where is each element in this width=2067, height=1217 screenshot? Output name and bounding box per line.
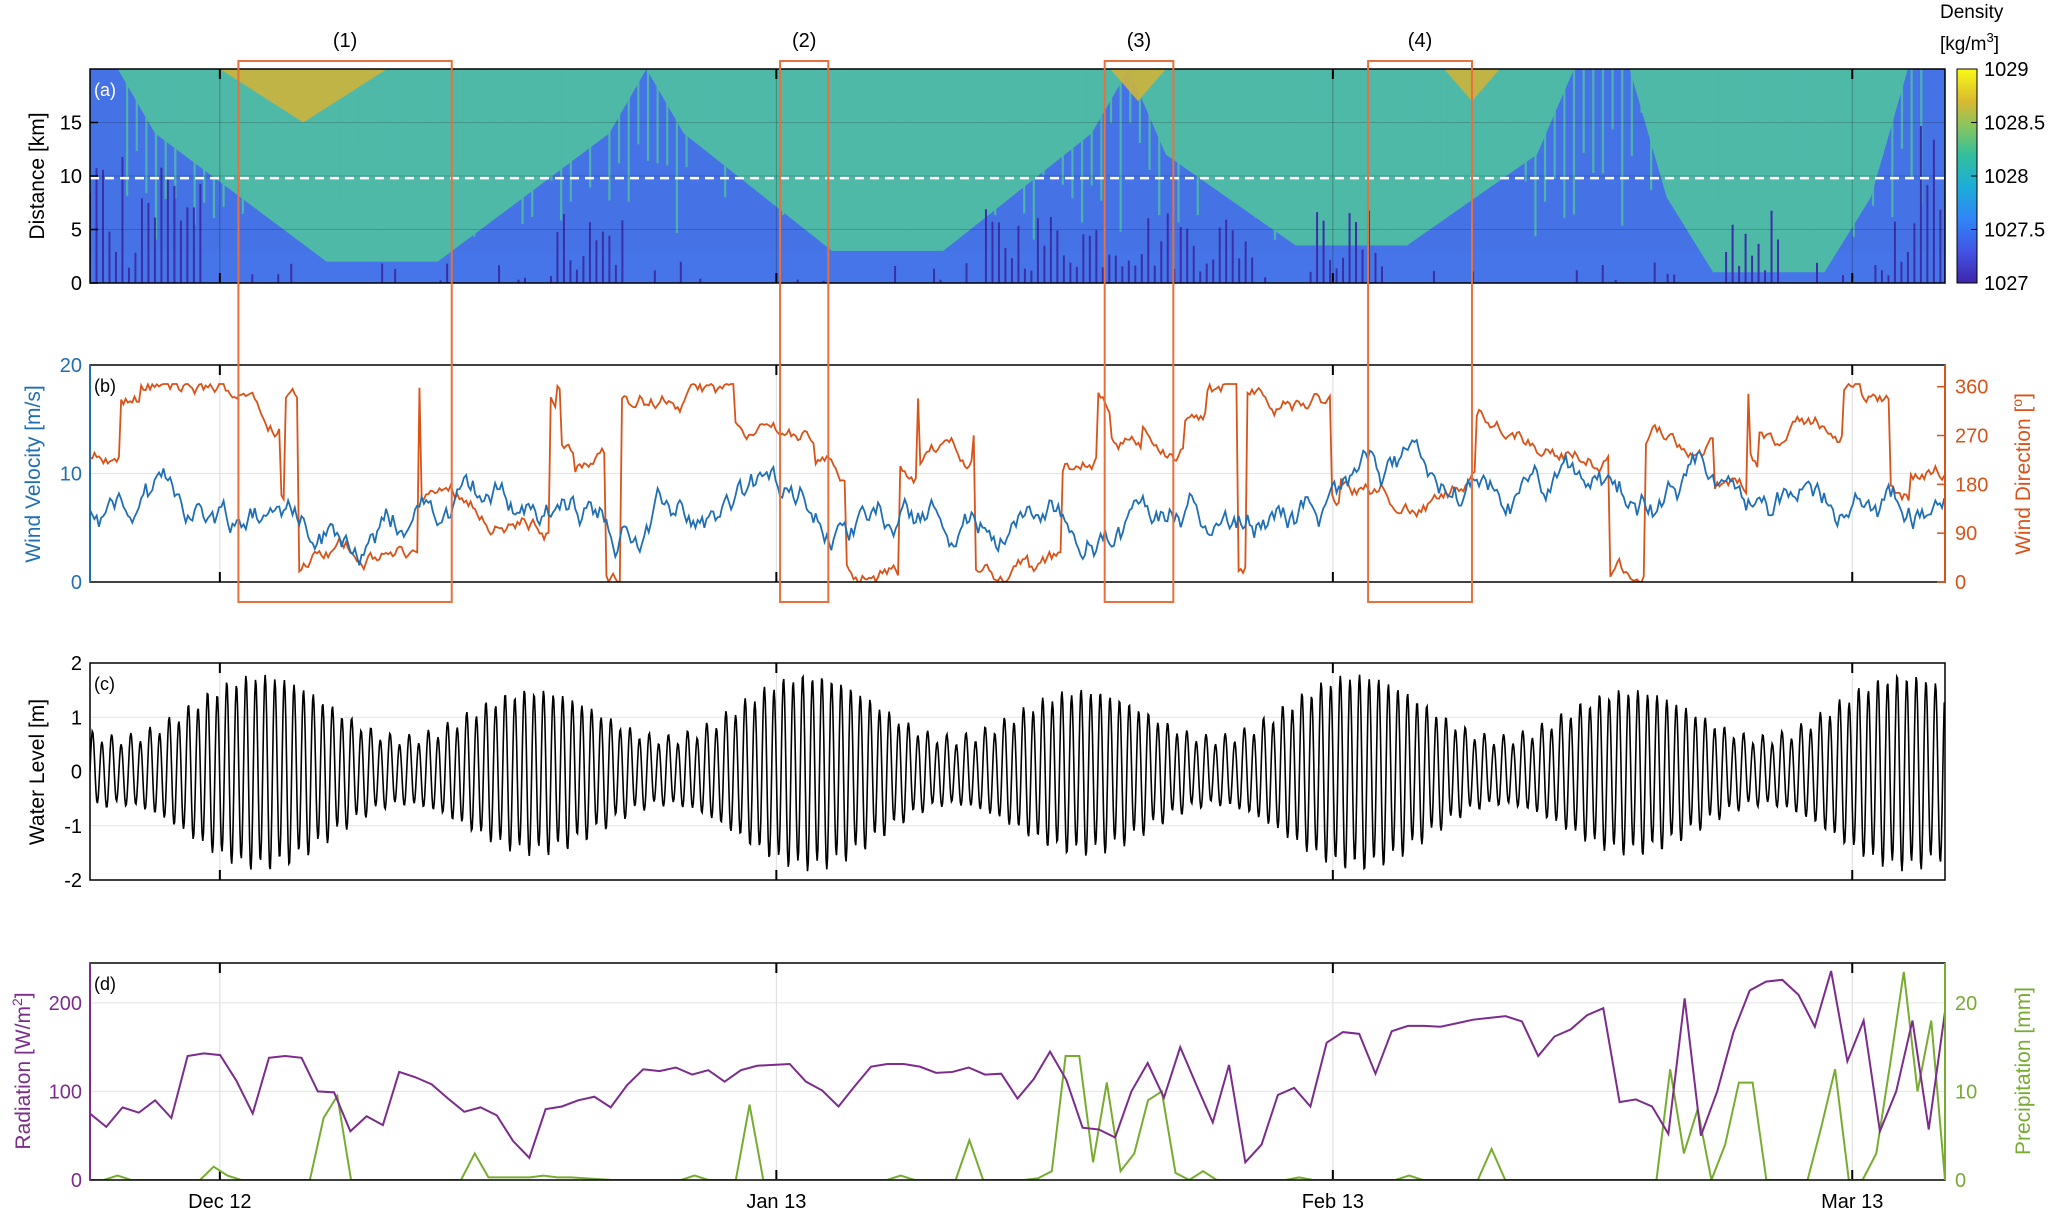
densest-water-patch — [219, 69, 387, 123]
x-tick-label: Jan 13 — [746, 1191, 806, 1213]
y2-tick-label: 10 — [1955, 1081, 1977, 1103]
event-label: (4) — [1408, 30, 1432, 52]
panel-c-frame — [89, 662, 1946, 881]
water-level-line — [90, 673, 1945, 872]
y2-tick-label: 0 — [1955, 1170, 1966, 1192]
colorbar-tick-label: 1028 — [1984, 166, 2029, 188]
colorbar-title: Density — [1940, 2, 2004, 23]
y-tick-label: 2 — [71, 653, 82, 675]
colorbar-ticks: 1027 1027.5 1028 1028.5 1029 — [1971, 59, 2045, 295]
y-tick-label: 1 — [71, 707, 82, 729]
y-tick-label: 20 — [60, 355, 82, 377]
colorbar-tick-label: 1028.5 — [1984, 113, 2045, 135]
y2-tick-label: 90 — [1955, 523, 1977, 545]
panel-d-ylabel: Radiation [W/m2] — [9, 992, 35, 1149]
panel-d-background — [90, 963, 1945, 1180]
event-label: (3) — [1127, 30, 1151, 52]
colorbar-tick-label: 1027.5 — [1984, 220, 2045, 242]
event-box — [237, 60, 453, 603]
y-tick-label: 200 — [49, 993, 82, 1015]
panel-a-label: (a) — [94, 80, 116, 100]
event-box — [1367, 60, 1473, 603]
water-level-series — [90, 673, 1945, 872]
densest-water-patch — [1110, 69, 1166, 102]
event-box — [779, 60, 830, 603]
panel-a-ylabel: Distance [km] — [26, 112, 49, 239]
x-tick-label: Mar 13 — [1821, 1191, 1883, 1213]
y-tick-label: 5 — [71, 220, 82, 242]
panel-a-grid — [90, 69, 1945, 283]
radiation-precip-series — [90, 970, 1945, 1180]
x-tick-label: Dec 12 — [188, 1191, 251, 1213]
y2-tick-label: 270 — [1955, 426, 1988, 448]
y-tick-label: 0 — [71, 1170, 82, 1192]
panel-d-radiation-precip: 0 100 200 0 10 20 (d) Radiation [W/m2] Precip… — [9, 962, 2035, 1192]
panel-b-y2label: Wind Direction [o] — [2009, 393, 2035, 555]
shared-x-axis: Dec 12 Jan 13 Feb 13 Mar 13 — [188, 1191, 1883, 1213]
y-tick-label: 0 — [71, 273, 82, 295]
panel-c-ylabel: Water Level [m] — [26, 699, 49, 845]
y2-tick-label: 0 — [1955, 572, 1966, 594]
y2-tick-label: 180 — [1955, 474, 1988, 496]
wind-velocity-line — [90, 438, 1945, 566]
y-tick-label: 10 — [60, 166, 82, 188]
panel-a-density: 0 5 10 15 (a) Distance [km] Density [kg/m3]… — [26, 2, 2045, 295]
y-tick-label: 10 — [60, 464, 82, 486]
event-boxes: (1) (2) (3) (4) — [237, 30, 1473, 603]
event-label: (1) — [333, 30, 357, 52]
y-tick-label: 15 — [60, 113, 82, 135]
y-tick-label: 0 — [71, 572, 82, 594]
colorbar-tick-label: 1029 — [1984, 59, 2029, 81]
panel-b-wind: 0 10 20 0 90 180 270 360 (b) Wind Velocity [m/s… — [22, 355, 2035, 594]
panel-d-label: (d) — [94, 974, 116, 994]
y2-tick-label: 20 — [1955, 993, 1977, 1015]
density-field — [90, 69, 1945, 283]
y-tick-label: -2 — [64, 870, 82, 892]
y-tick-label: -1 — [64, 816, 82, 838]
panel-b-yaxes: 0 10 20 0 90 180 270 360 — [60, 355, 1989, 594]
panel-a-yaxis: 0 5 10 15 — [60, 113, 98, 295]
event-label: (2) — [792, 30, 816, 52]
panel-c-label: (c) — [94, 674, 115, 694]
panel-d-y2label: Precipitation [mm] — [2012, 987, 2035, 1155]
y-tick-label: 100 — [49, 1081, 82, 1103]
dense-water-wedge — [646, 69, 1129, 251]
panel-c-yaxis: -2 -1 0 1 2 — [64, 653, 82, 892]
colorbar-unit: [kg/m3] — [1940, 30, 1999, 55]
y2-tick-label: 360 — [1955, 377, 1988, 399]
dense-water-wedge — [117, 69, 647, 262]
panel-d-yaxes: 0 100 200 0 10 20 — [49, 993, 1978, 1192]
colorbar-tick-label: 1027 — [1984, 273, 2029, 295]
density-colorbar: Density [kg/m3] 1027 1027.5 1028 1028.5 1029 — [1940, 2, 2045, 295]
panel-b-ylabel: Wind Velocity [m/s] — [22, 385, 45, 562]
x-tick-label: Feb 13 — [1302, 1191, 1364, 1213]
wind-series — [90, 382, 1945, 582]
event-box — [1103, 60, 1175, 603]
panel-b-label: (b) — [94, 376, 116, 396]
y-tick-label: 0 — [71, 762, 82, 784]
wind-direction-line — [90, 382, 1945, 582]
panel-c-water-level: -2 -1 0 1 2 (c) Water Level [m] — [26, 653, 1946, 892]
radiation-line — [90, 970, 1945, 1165]
